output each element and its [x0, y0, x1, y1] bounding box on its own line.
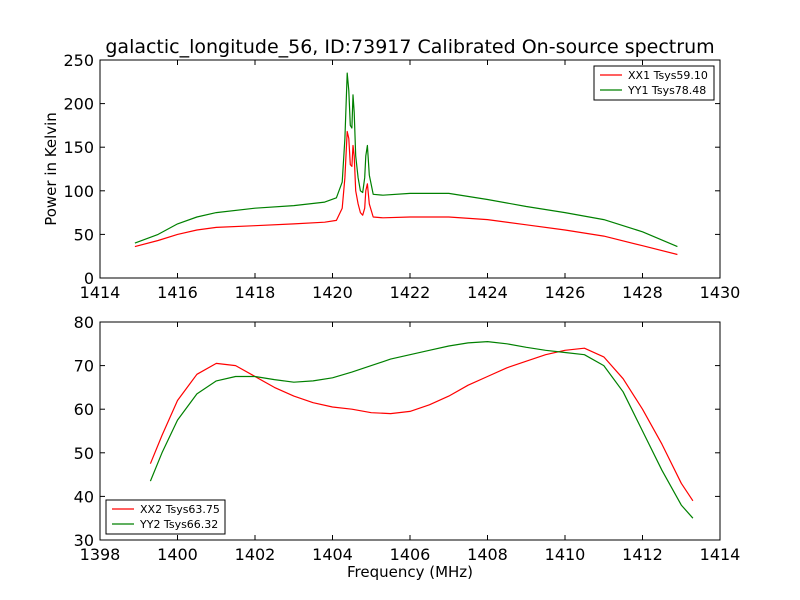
top-legend-box [593, 65, 715, 101]
bottom-x-tick-label: 1408 [467, 545, 508, 564]
bottom-legend-label: YY2 Tsys66.32 [139, 518, 218, 531]
bottom-x-tick-label: 1410 [545, 545, 586, 564]
top-legend-label: XX1 Tsys59.10 [628, 69, 708, 82]
top-x-tick-label: 1424 [467, 283, 508, 302]
bottom-x-tick-label: 1406 [390, 545, 431, 564]
bottom-y-tick-label: 70 [74, 357, 94, 376]
bottom-y-tick-label: 50 [74, 444, 94, 463]
top-legend: XX1 Tsys59.10 YY1 Tsys78.48 [593, 65, 715, 101]
bottom-x-tick-label: 1414 [700, 545, 741, 564]
bottom-x-tick-label: 1400 [157, 545, 198, 564]
top-legend-label: YY1 Tsys78.48 [627, 84, 706, 97]
bottom-series-line-xx2 [149, 347, 694, 502]
top-x-tick-label: 1416 [157, 283, 198, 302]
top-y-tick-label: 200 [63, 95, 94, 114]
bottom-x-tick-label: 1402 [235, 545, 276, 564]
top-x-tick-label: 1420 [312, 283, 353, 302]
bottom-legend-box [105, 499, 226, 535]
bottom-x-tick-label: 1412 [622, 545, 663, 564]
top-series-line-xx1 [134, 130, 678, 256]
top-x-tick-label: 1422 [390, 283, 431, 302]
top-x-tick-label: 1418 [235, 283, 276, 302]
top-y-tick-label: 250 [63, 51, 94, 70]
bottom-legend-label: XX2 Tsys63.75 [140, 503, 220, 516]
top-panel: Power in Kelvin 1414 1416 1418 1420 1422 1424… [42, 51, 740, 302]
top-x-tick-label: 1428 [622, 283, 663, 302]
top-y-tick-label: 50 [74, 225, 94, 244]
top-x-tick-label: 1430 [700, 283, 741, 302]
top-y-axis-label: Power in Kelvin [42, 112, 60, 226]
top-y-tick-label: 0 [84, 269, 94, 288]
top-series-line-yy1 [134, 72, 678, 248]
bottom-y-tick-label: 40 [74, 487, 94, 506]
top-y-tick-label: 100 [63, 182, 94, 201]
top-x-tick-label: 1414 [80, 283, 121, 302]
bottom-x-tick-label: 1398 [80, 545, 121, 564]
bottom-y-tick-label: 80 [74, 313, 94, 332]
bottom-series-line-yy2 [149, 341, 694, 519]
top-y-tick-label: 150 [63, 138, 94, 157]
bottom-x-tick-label: 1404 [312, 545, 353, 564]
top-x-tick-label: 1426 [545, 283, 586, 302]
bottom-x-axis-label: Frequency (MHz) [347, 563, 473, 581]
bottom-panel: Frequency (MHz) 1398 1400 1402 1404 1406 1408… [74, 313, 741, 581]
chart-title: galactic_longitude_56, ID:73917 Calibrat… [105, 36, 714, 58]
bottom-y-tick-label: 30 [74, 531, 94, 550]
bottom-y-tick-label: 60 [74, 400, 94, 419]
bottom-legend: XX2 Tsys63.75 YY2 Tsys66.32 [105, 499, 226, 535]
